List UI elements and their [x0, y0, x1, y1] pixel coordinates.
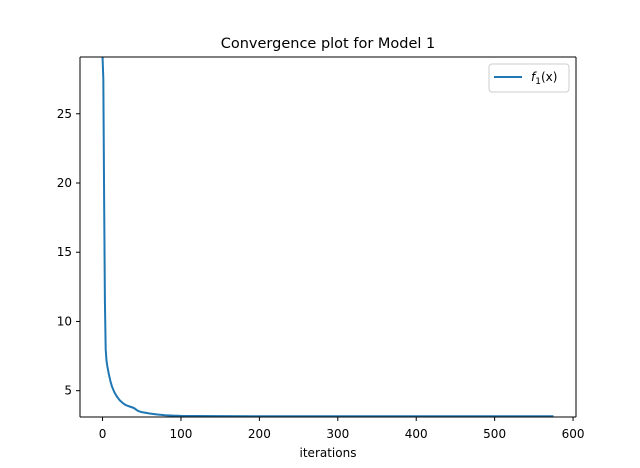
y-tick-label: 25 [57, 107, 72, 121]
y-tick-label: 15 [57, 245, 72, 259]
y-tick-label: 20 [57, 176, 72, 190]
axes-background [80, 57, 576, 417]
x-axis-label: iterations [300, 446, 357, 460]
legend-entry-label: f1(x) [531, 70, 557, 87]
series-line-0 [101, 57, 554, 417]
x-axis-ticks: 0 100 200 300 400 500 600 [99, 417, 585, 441]
x-tick-label: 0 [99, 427, 107, 441]
y-tick-label: 10 [57, 314, 72, 328]
legend-series-suffix: (x) [541, 70, 557, 84]
x-tick-label: 300 [326, 427, 349, 441]
plot-area [80, 57, 576, 417]
x-tick-label: 500 [483, 427, 506, 441]
x-tick-label: 400 [405, 427, 428, 441]
legend-box [488, 63, 570, 93]
legend-series-subscript: 1 [535, 77, 541, 87]
y-tick-label: 5 [64, 384, 72, 398]
chart-title: Convergence plot for Model 1 [221, 36, 436, 52]
x-tick-label: 600 [562, 427, 585, 441]
y-axis-ticks: 5 10 15 20 25 [57, 107, 80, 398]
series-layer [101, 57, 554, 417]
legend: f1(x) [488, 63, 570, 93]
axes-frame [79, 56, 577, 418]
legend-series-name: f [531, 70, 537, 84]
x-tick-label: 100 [170, 427, 193, 441]
x-tick-label: 200 [248, 427, 271, 441]
